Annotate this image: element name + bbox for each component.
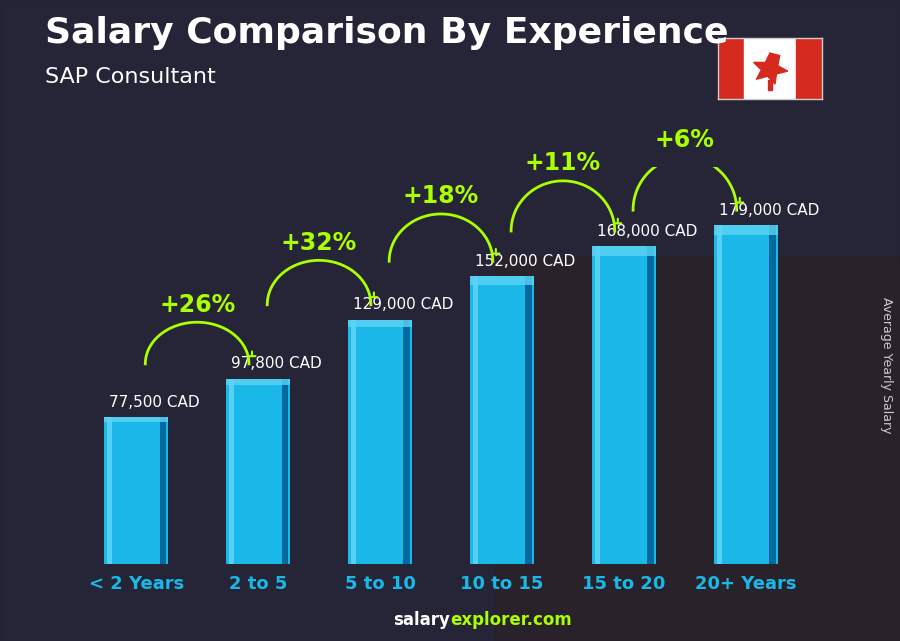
Bar xyxy=(714,226,778,564)
Text: +26%: +26% xyxy=(159,292,235,317)
Bar xyxy=(716,226,722,564)
Bar xyxy=(770,226,776,564)
Text: 129,000 CAD: 129,000 CAD xyxy=(353,297,454,312)
Bar xyxy=(595,246,599,564)
Bar xyxy=(104,417,168,564)
Bar xyxy=(592,246,655,256)
Bar xyxy=(229,379,234,564)
Bar xyxy=(107,417,112,564)
Bar xyxy=(403,320,410,564)
Text: +32%: +32% xyxy=(281,231,357,254)
Bar xyxy=(526,276,532,564)
Bar xyxy=(495,256,900,641)
Text: Average Yearly Salary: Average Yearly Salary xyxy=(880,297,893,433)
Bar xyxy=(348,320,411,564)
Text: salary: salary xyxy=(393,612,450,629)
Bar xyxy=(714,226,778,235)
Bar xyxy=(348,320,411,328)
Bar xyxy=(718,38,744,99)
Text: +11%: +11% xyxy=(525,151,601,175)
Text: 97,800 CAD: 97,800 CAD xyxy=(231,356,322,371)
Text: 168,000 CAD: 168,000 CAD xyxy=(597,224,698,238)
Text: 77,500 CAD: 77,500 CAD xyxy=(109,395,200,410)
Text: +18%: +18% xyxy=(403,185,479,208)
Bar xyxy=(351,320,356,564)
Bar xyxy=(104,417,168,422)
Bar xyxy=(592,246,655,564)
Bar xyxy=(472,276,478,564)
Bar xyxy=(282,379,288,564)
Text: 152,000 CAD: 152,000 CAD xyxy=(475,254,575,269)
Polygon shape xyxy=(753,53,788,84)
Bar xyxy=(744,38,796,99)
Text: +6%: +6% xyxy=(655,128,715,151)
Text: 179,000 CAD: 179,000 CAD xyxy=(719,203,819,218)
Bar xyxy=(768,79,772,90)
Bar xyxy=(227,379,290,564)
Bar xyxy=(471,276,534,285)
Text: Salary Comparison By Experience: Salary Comparison By Experience xyxy=(45,16,728,50)
Bar xyxy=(227,379,290,385)
Bar xyxy=(159,417,166,564)
Text: explorer.com: explorer.com xyxy=(450,612,572,629)
Text: SAP Consultant: SAP Consultant xyxy=(45,67,216,87)
Bar xyxy=(796,38,822,99)
Bar xyxy=(647,246,653,564)
Bar xyxy=(471,276,534,564)
